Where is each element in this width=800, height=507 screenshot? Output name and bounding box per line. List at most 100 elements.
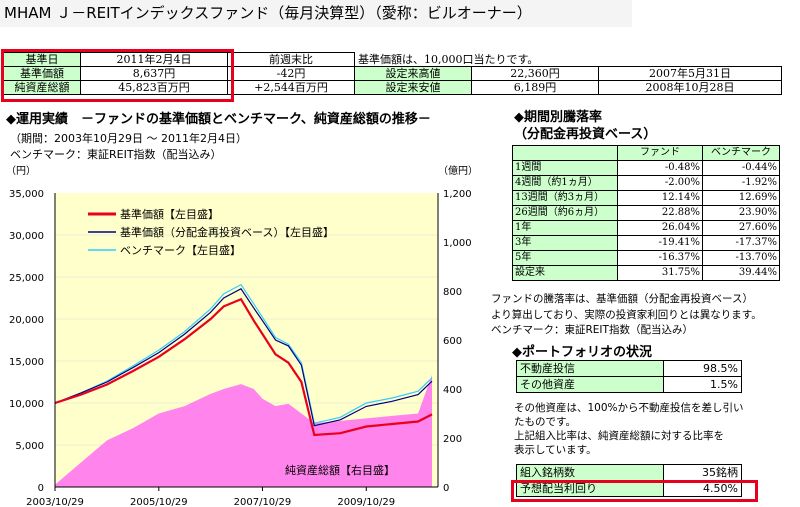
- reinvested-nav-line: [54, 288, 433, 427]
- y-tick-label: 0: [38, 483, 44, 494]
- other-assets-label: その他資産: [516, 376, 664, 393]
- perf-period: 5年: [512, 250, 618, 266]
- perf-fund: 26.04%: [617, 220, 703, 236]
- performance-chart: （円） （億円） 35,000 30,000 25,000 20,000 15,000 1…: [6, 164, 478, 507]
- nav-unit-note: 基準価額は、10,000口当たりです。: [354, 52, 782, 67]
- chart-heading: ◆運用実績 －ファンドの基準価額とベンチマーク、純資産総額の推移－: [6, 112, 431, 127]
- perf-benchmark: 12.69%: [702, 190, 780, 206]
- perf-fund: -19.41%: [617, 235, 703, 251]
- perf-benchmark: -17.37%: [702, 235, 780, 251]
- perf-header-period: [512, 145, 618, 161]
- summary-table: 基準日 2011年2月4日 前週末比 基準価額は、10,000口当たりです。 基…: [3, 52, 782, 95]
- holdings-table: 組入銘柄数 35銘柄 予想配当利回り 4.50%: [516, 464, 742, 497]
- y-tick-label: 20,000: [9, 315, 44, 326]
- y2-tick-label: 200: [443, 434, 462, 445]
- perf-fund: 12.14%: [617, 190, 703, 206]
- portfolio-note-2: たものです。: [514, 416, 576, 428]
- y2-tick-label: 0: [443, 483, 449, 494]
- table-row: 5年 -16.37% -13.70%: [512, 250, 780, 266]
- portfolio-note-3: 上記組入比率は、純資産総額に対する比率を: [514, 430, 724, 442]
- perf-fund: -16.37%: [617, 250, 703, 266]
- y2-tick-label: 1,200: [443, 189, 472, 200]
- portfolio-heading: ◆ポートフォリオの状況: [512, 345, 652, 360]
- y-tick-label: 15,000: [9, 357, 44, 368]
- portfolio-note-1: その他資産は、100%から不動産投信を差し引い: [514, 402, 744, 414]
- reit-ratio: 98.5%: [663, 360, 742, 377]
- net-assets-label: 純資産総額【右目盛】: [285, 463, 395, 477]
- table-row: 純資産総額 45,823百万円 +2,544百万円 設定来安値 6,189円 2…: [3, 80, 782, 95]
- table-row: 設定来 31.75% 39.44%: [512, 265, 780, 281]
- low-label: 設定来安値: [354, 80, 472, 95]
- base-date-label: 基準日: [3, 52, 81, 67]
- perf-fund: -2.00%: [617, 175, 703, 191]
- legend-benchmark: ベンチマーク【左目盛】: [120, 243, 241, 257]
- right-unit: （億円）: [438, 164, 478, 177]
- table-row: 3年 -19.41% -17.37%: [512, 235, 780, 251]
- perf-fund: -0.48%: [617, 160, 703, 176]
- summary-highlight: [1, 49, 234, 102]
- assets-value: 45,823百万円: [80, 80, 228, 95]
- dividend-yield-label: 予想配当利回り: [516, 480, 664, 497]
- benchmark-line: [54, 283, 433, 424]
- y-tick-label: 10,000: [9, 399, 44, 410]
- y2-tick-label: 800: [443, 287, 462, 298]
- nav-line: [54, 297, 433, 437]
- perf-fund: 22.88%: [617, 205, 703, 221]
- holdings-count-label: 組入銘柄数: [516, 464, 664, 481]
- perf-period: 3年: [512, 235, 618, 251]
- table-row: 1年 26.04% 27.60%: [512, 220, 780, 236]
- high-label: 設定来高値: [354, 66, 472, 81]
- weekly-change-header: 前週末比: [227, 52, 355, 67]
- table-row: 不動産投信 98.5%: [516, 360, 742, 377]
- table-row: 予想配当利回り 4.50%: [516, 480, 742, 497]
- table-row: 26週間（約6ヵ月） 22.88% 23.90%: [512, 205, 780, 221]
- chart-benchmark-note: ベンチマーク：東証REIT指数（配当込み）: [10, 148, 222, 161]
- y2-tick-label: 600: [443, 336, 462, 347]
- assets-label: 純資産総額: [3, 80, 81, 95]
- y-tick-label: 25,000: [9, 273, 44, 284]
- y-tick-label: 5,000: [15, 441, 44, 452]
- table-row: 組入銘柄数 35銘柄: [516, 464, 742, 481]
- performance-table: ファンド ベンチマーク 1週間 -0.48% -0.44% 4週間（約1ヵ月） -2.0…: [512, 145, 780, 281]
- performance-note-3: ベンチマーク：東証REIT指数（配当込み）: [491, 324, 693, 336]
- high-date: 2007年5月31日: [598, 66, 782, 81]
- perf-period: 26週間（約6ヵ月）: [512, 205, 618, 221]
- y2-tick-label: 400: [443, 385, 462, 396]
- perf-fund: 31.75%: [617, 265, 703, 281]
- performance-heading: ◆期間別騰落率: [514, 110, 602, 125]
- table-row: 1週間 -0.48% -0.44%: [512, 160, 780, 176]
- legend-reinvested: 基準価額（分配金再投資ベース）【左目盛】: [120, 225, 334, 239]
- left-unit: （円）: [6, 165, 36, 177]
- y-tick-label: 30,000: [9, 231, 44, 242]
- dividend-yield-highlight: [511, 480, 758, 502]
- plot-area-edge: [432, 193, 438, 487]
- table-row: 4週間（約1ヵ月） -2.00% -1.92%: [512, 175, 780, 191]
- perf-benchmark: 27.60%: [702, 220, 780, 236]
- table-row: その他資産 1.5%: [516, 376, 742, 393]
- reit-label: 不動産投信: [516, 360, 664, 377]
- net-assets-area: [55, 374, 432, 487]
- perf-period: 1週間: [512, 160, 618, 176]
- legend-nav: 基準価額【左目盛】: [120, 207, 219, 221]
- table-row: 13週間（約3ヵ月） 12.14% 12.69%: [512, 190, 780, 206]
- y-tick-label: 35,000: [9, 189, 44, 200]
- x-tick-label: 2003/10/29: [26, 497, 84, 507]
- performance-note-1: ファンドの騰落率は、基準価額（分配金再投資ベース）: [491, 293, 753, 305]
- portfolio-note-4: 表示しています。: [514, 444, 597, 456]
- chart-period: （期間：2003年10月29日 ～ 2011年2月4日）: [10, 132, 247, 145]
- x-tick-label: 2005/10/29: [130, 497, 188, 507]
- x-tick-label: 2007/10/29: [234, 497, 292, 507]
- perf-benchmark: -13.70%: [702, 250, 780, 266]
- page-title: MHAM Ｊ－REITインデックスファンド（毎月決算型）（愛称：ビルオーナー）: [0, 0, 632, 27]
- nav-change: -42円: [227, 66, 355, 81]
- performance-note-2: より算出しており、実際の投資家利回りとは異なります。: [491, 309, 762, 321]
- high-value: 22,360円: [471, 66, 599, 81]
- perf-benchmark: 39.44%: [702, 265, 780, 281]
- perf-benchmark: -1.92%: [702, 175, 780, 191]
- perf-benchmark: -0.44%: [702, 160, 780, 176]
- y2-tick-label: 1,000: [443, 238, 472, 249]
- assets-change: +2,544百万円: [227, 80, 355, 95]
- other-assets-ratio: 1.5%: [663, 376, 742, 393]
- perf-header-fund: ファンド: [617, 145, 703, 161]
- perf-benchmark: 23.90%: [702, 205, 780, 221]
